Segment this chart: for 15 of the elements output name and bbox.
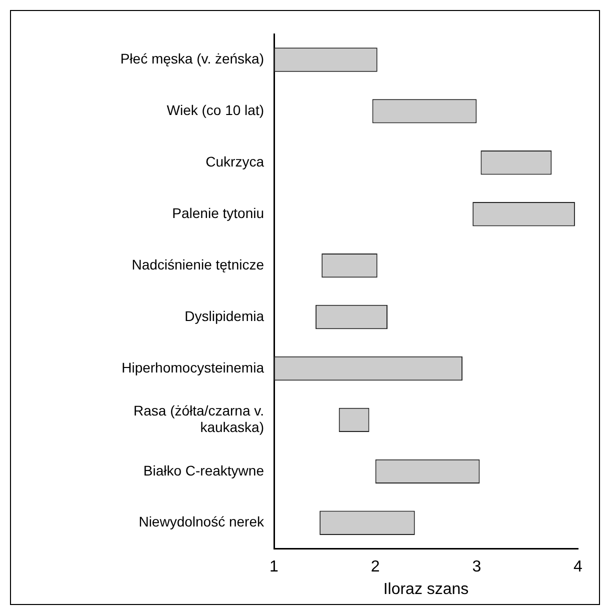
y-tick-label: Hiperhomocysteinemia <box>122 359 264 376</box>
y-tick-label: Nadciśnienie tętnicze <box>132 256 264 272</box>
x-tick-label: 4 <box>574 558 583 576</box>
y-tick-label: Niewydolność nerek <box>138 514 265 530</box>
x-tick-label: 3 <box>472 558 482 576</box>
y-tick-label: Palenie tytoniu <box>172 204 264 221</box>
x-tick-label: 2 <box>370 558 380 576</box>
y-tick-label: Dyslipidemia <box>184 308 264 324</box>
y-tick-label: Płeć męska (v. żeńska) <box>120 50 264 67</box>
y-tick-label: Białko C-reaktywne <box>143 462 264 478</box>
y-tick-label: Wiek (co 10 lat) <box>166 102 264 118</box>
x-axis-title: Iloraz szans <box>383 580 469 598</box>
y-tick-label: Rasa (żółta/czarna v. kaukaska) <box>134 402 264 436</box>
x-tick-label: 1 <box>270 558 279 576</box>
y-tick-label: Cukrzyca <box>206 154 264 170</box>
